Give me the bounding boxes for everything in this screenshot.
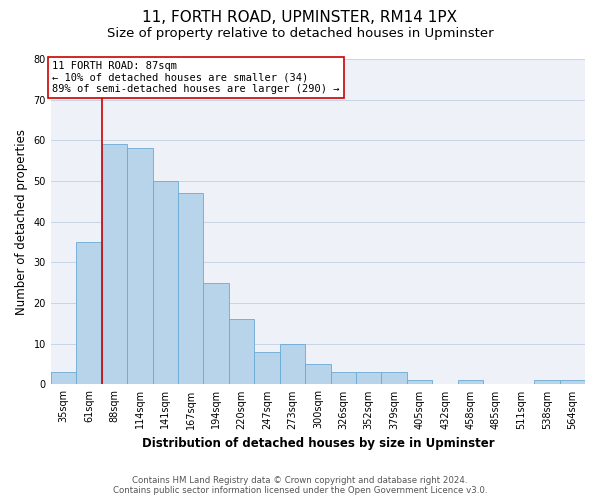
X-axis label: Distribution of detached houses by size in Upminster: Distribution of detached houses by size … bbox=[142, 437, 494, 450]
Bar bbox=[254, 352, 280, 384]
Bar bbox=[51, 372, 76, 384]
Bar bbox=[305, 364, 331, 384]
Bar bbox=[407, 380, 433, 384]
Bar bbox=[152, 181, 178, 384]
Text: Contains HM Land Registry data © Crown copyright and database right 2024.
Contai: Contains HM Land Registry data © Crown c… bbox=[113, 476, 487, 495]
Bar bbox=[280, 344, 305, 385]
Bar bbox=[178, 193, 203, 384]
Bar bbox=[356, 372, 382, 384]
Text: 11, FORTH ROAD, UPMINSTER, RM14 1PX: 11, FORTH ROAD, UPMINSTER, RM14 1PX bbox=[142, 10, 458, 25]
Bar bbox=[458, 380, 483, 384]
Y-axis label: Number of detached properties: Number of detached properties bbox=[15, 128, 28, 314]
Text: Size of property relative to detached houses in Upminster: Size of property relative to detached ho… bbox=[107, 28, 493, 40]
Bar bbox=[229, 320, 254, 384]
Bar bbox=[382, 372, 407, 384]
Bar bbox=[127, 148, 152, 384]
Bar bbox=[560, 380, 585, 384]
Bar bbox=[534, 380, 560, 384]
Bar bbox=[331, 372, 356, 384]
Bar bbox=[101, 144, 127, 384]
Text: 11 FORTH ROAD: 87sqm
← 10% of detached houses are smaller (34)
89% of semi-detac: 11 FORTH ROAD: 87sqm ← 10% of detached h… bbox=[52, 61, 340, 94]
Bar bbox=[76, 242, 101, 384]
Bar bbox=[203, 282, 229, 384]
